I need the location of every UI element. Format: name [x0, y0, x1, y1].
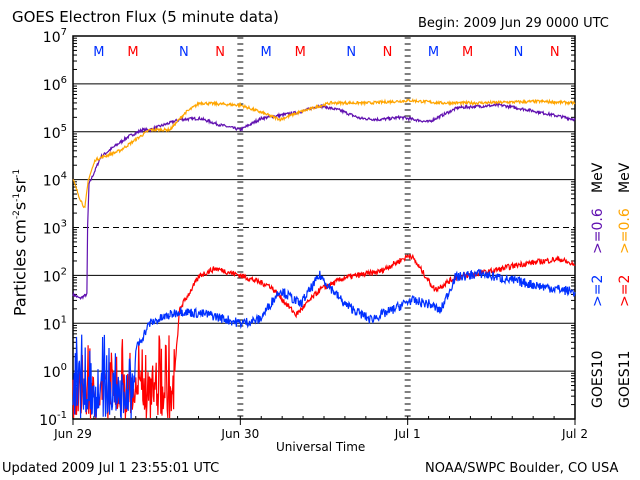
legend-goes10: GOES10	[590, 350, 606, 408]
y-tick-label: 101	[43, 314, 67, 333]
series-line	[72, 102, 576, 300]
y-tick-label: 102	[43, 266, 67, 285]
y-tick-label: 100	[43, 362, 67, 381]
plot-frame	[72, 35, 576, 420]
local-time-marker: N	[346, 45, 356, 60]
chart-title: GOES Electron Flux (5 minute data)	[12, 8, 279, 26]
series-line	[72, 253, 576, 420]
x-tick-label: Jun 29	[53, 427, 92, 441]
credit: NOAA/SWPC Boulder, CO USA	[425, 461, 619, 476]
series-line	[72, 268, 576, 419]
local-time-marker: N	[215, 45, 225, 60]
x-tick-label: Jul 2	[561, 427, 588, 441]
local-time-marker: N	[383, 45, 393, 60]
local-time-marker: M	[93, 45, 104, 60]
local-time-marker: N	[179, 45, 189, 60]
local-time-marker: M	[428, 45, 439, 60]
x-tick-label: Jun 30	[220, 427, 259, 441]
local-time-marker: M	[127, 45, 138, 60]
series-line	[72, 98, 576, 209]
y-tick-label: 104	[43, 171, 67, 190]
local-time-marker: M	[261, 45, 272, 60]
local-time-marker: M	[462, 45, 473, 60]
x-axis-label: Universal Time	[276, 440, 366, 454]
y-tick-label: 107	[43, 27, 67, 46]
y-tick-label: 103	[43, 219, 67, 238]
local-time-marker: N	[550, 45, 560, 60]
legend-goes11-06: >=0.6	[617, 208, 633, 254]
y-tick-label: 106	[43, 75, 67, 94]
legend-goes10-2: >=2	[590, 274, 606, 307]
y-tick-label: 105	[43, 123, 67, 142]
legend-unit: MeV	[590, 162, 606, 193]
legend-goes10-06: >=0.6	[590, 208, 606, 254]
legend-goes11: GOES11	[617, 350, 633, 408]
legend-unit: MeV	[617, 162, 633, 193]
x-tick-label: Jul 1	[394, 427, 421, 441]
legend-goes11-2: >=2	[617, 274, 633, 307]
local-time-marker: N	[514, 45, 524, 60]
begin-time: Begin: 2009 Jun 29 0000 UTC	[418, 16, 609, 31]
local-time-marker: M	[295, 45, 306, 60]
updated-time: Updated 2009 Jul 1 23:55:01 UTC	[2, 461, 220, 476]
